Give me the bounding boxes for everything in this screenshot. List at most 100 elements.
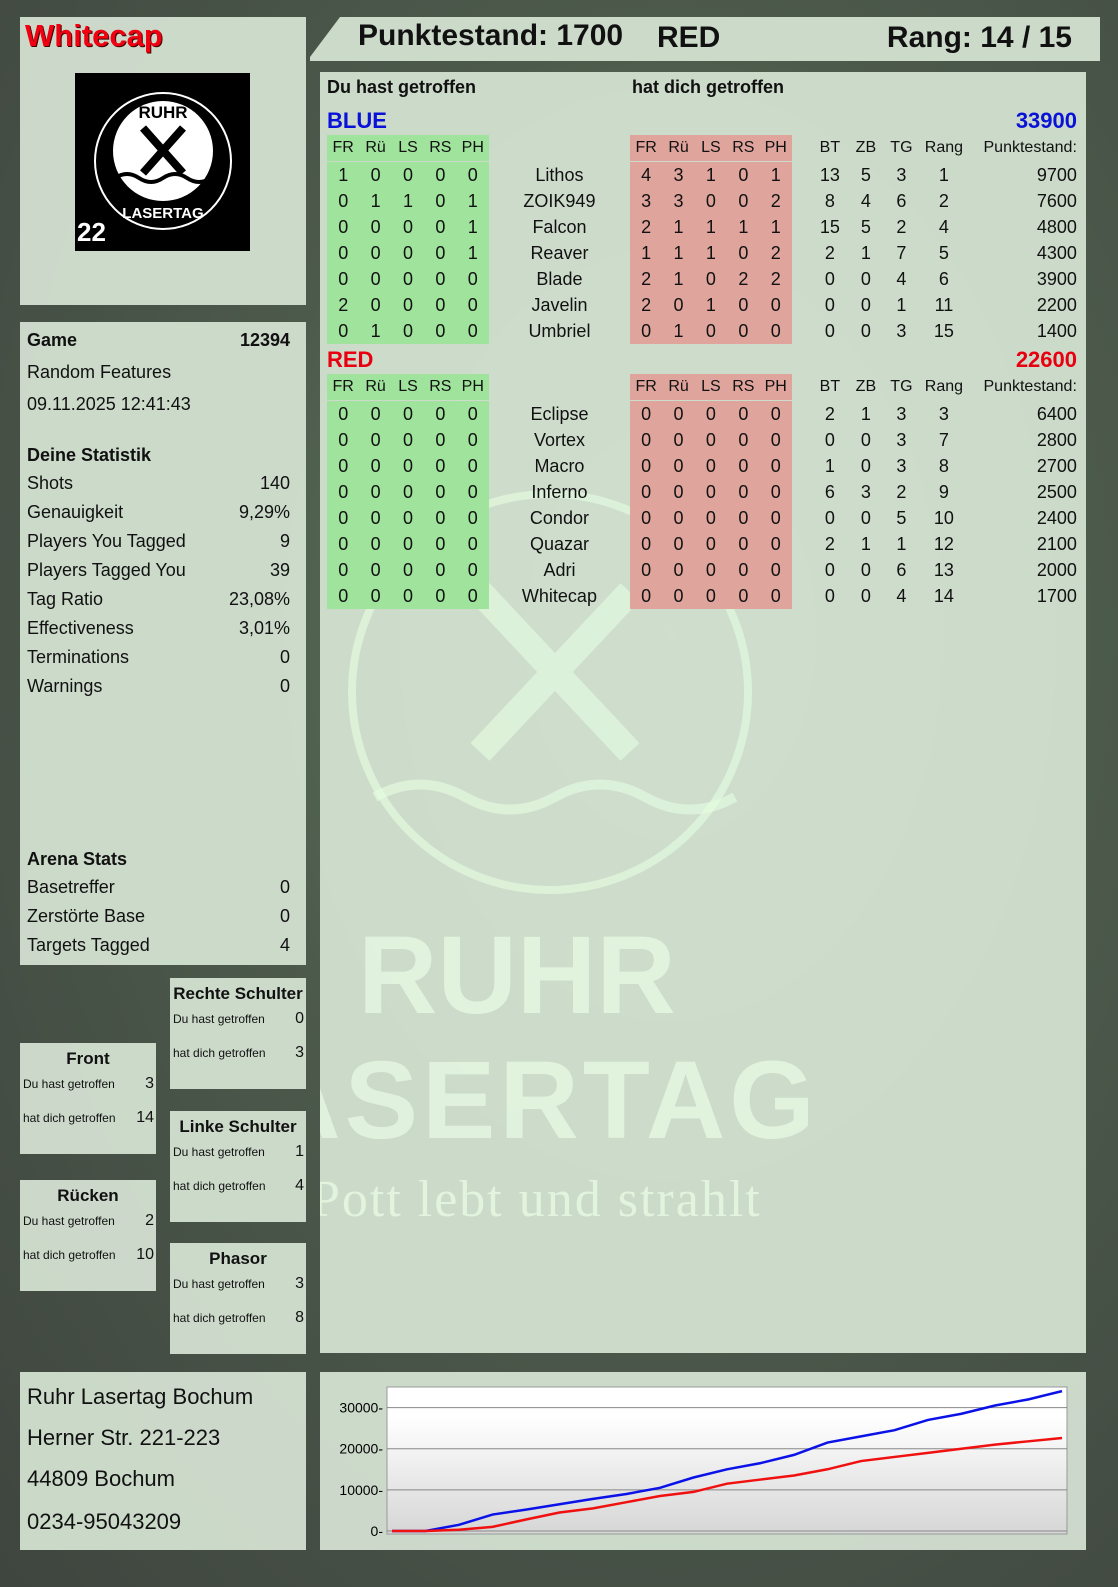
you-hit-value: 2 — [145, 1212, 154, 1229]
player-name: ZOIK949 — [523, 191, 596, 211]
y-tick-label: 20000- — [339, 1441, 383, 1457]
you-hit-cell: 0 — [359, 557, 392, 583]
column-header: FR — [327, 135, 360, 161]
tg-cell: 6 — [896, 191, 907, 211]
column-header: LS — [391, 135, 425, 161]
player-row: 0 1 1 0 1 ZOIK949 3 3 0 0 2 8 4 6 2 7600 — [327, 188, 1077, 214]
spacer — [792, 427, 812, 453]
body-part-phasor: Phasor Du hast getroffen 3 hat dich getroff… — [170, 1243, 306, 1354]
hit-you-cell: 3 — [629, 188, 663, 214]
player-team: RED — [657, 21, 721, 54]
watermark-slogan: Der Pott lebt und strahlt — [320, 1171, 762, 1228]
you-hit-cell: 0 — [424, 505, 457, 531]
column-header: Punktestand: — [983, 139, 1077, 156]
bt-cell: 0 — [824, 430, 835, 450]
hit-you-cell: 0 — [662, 531, 695, 557]
you-hit-cell: 0 — [359, 266, 392, 292]
player-name: Falcon — [532, 217, 587, 237]
hit-you-cell: 1 — [727, 214, 760, 240]
you-hit-cell: 1 — [391, 188, 425, 214]
game-label: Game — [27, 330, 78, 350]
you-hit-value: 0 — [295, 1010, 304, 1027]
address-city: 44809 Bochum — [27, 1466, 175, 1491]
points-cell: 2800 — [1036, 430, 1077, 450]
zb-cell: 4 — [860, 191, 871, 211]
spacer — [792, 374, 812, 400]
hit-you-value: 8 — [295, 1309, 304, 1326]
rang-cell: 6 — [938, 269, 949, 289]
hit-you-cell: 2 — [629, 266, 663, 292]
hit-you-label: hat dich getroffen — [23, 1111, 116, 1125]
you-hit-cell: 0 — [456, 427, 489, 453]
body-part-linke-schulter: Linke Schulter Du hast getroffen 1 hat dich… — [170, 1111, 306, 1222]
hit-you-cell: 0 — [662, 583, 695, 609]
you-hit-cell: 1 — [456, 188, 489, 214]
arena-label: Zerstörte Base — [27, 906, 146, 926]
you-hit-cell: 0 — [327, 583, 360, 609]
score-chart: 0- 10000- 20000- 30000- — [339, 1386, 1068, 1539]
hit-you-cell: 0 — [629, 453, 663, 479]
spacer — [792, 266, 812, 292]
stat-row: Players Tagged You 39 — [27, 560, 290, 581]
you-hit-cell: 0 — [424, 583, 457, 609]
you-hit-cell: 0 — [327, 214, 360, 240]
hit-you-cell: 2 — [629, 292, 663, 318]
spacer — [792, 318, 812, 344]
tg-cell: 5 — [896, 508, 907, 528]
column-header: BT — [819, 378, 841, 395]
you-hit-cell: 0 — [391, 240, 425, 266]
hit-you-cell: 0 — [694, 266, 728, 292]
bt-cell: 2 — [824, 243, 835, 263]
you-hit-cell: 0 — [359, 427, 392, 453]
you-hit-cell: 0 — [424, 401, 457, 427]
body-part-title: Rücken — [57, 1186, 119, 1205]
you-hit-cell: 0 — [327, 188, 360, 214]
hit-you-cell: 0 — [694, 557, 728, 583]
you-hit-cell: 0 — [456, 318, 489, 344]
tg-cell: 3 — [896, 430, 907, 450]
hit-you-cell: 0 — [694, 531, 728, 557]
hit-you-cell: 0 — [727, 479, 760, 505]
zb-cell: 0 — [860, 269, 871, 289]
team-score: 33900 — [1015, 108, 1077, 133]
player-name: Macro — [534, 456, 585, 476]
column-header: ZB — [855, 139, 877, 156]
bt-cell: 15 — [819, 217, 840, 237]
stat-row: Warnings 0 — [27, 676, 290, 697]
you-hit-cell: 0 — [391, 318, 425, 344]
player-name: Whitecap — [25, 18, 163, 53]
hit-you-cell: 0 — [727, 427, 760, 453]
player-score: Punktestand: 1700 — [358, 19, 624, 52]
player-row: 0 0 0 0 1 Reaver 1 1 1 0 2 2 1 7 5 4300 — [327, 240, 1077, 266]
you-hit-cell: 0 — [424, 531, 457, 557]
hit-you-cell: 0 — [759, 427, 792, 453]
you-hit-label: Du hast getroffen — [173, 1277, 265, 1291]
player-name: Vortex — [533, 430, 585, 450]
spacer — [792, 401, 812, 427]
column-header: Rang — [924, 139, 964, 156]
you-hit-cell: 0 — [327, 505, 360, 531]
stat-label: Effectiveness — [27, 618, 134, 638]
you-hit-cell: 0 — [424, 162, 457, 188]
y-tick-label: 0- — [371, 1523, 384, 1539]
column-header: Rü — [662, 135, 695, 161]
player-name: Adri — [543, 560, 576, 580]
you-hit-cell: 0 — [424, 557, 457, 583]
body-part-ruecken: Rücken Du hast getroffen 2 hat dich getroff… — [20, 1180, 156, 1291]
stat-value: 3,01% — [238, 618, 290, 638]
points-cell: 2100 — [1036, 534, 1077, 554]
hit-you-cell: 0 — [629, 583, 663, 609]
hit-you-cell: 2 — [629, 214, 663, 240]
player-row: 0 1 0 0 0 Umbriel 0 1 0 0 0 0 0 3 15 1400 — [327, 318, 1077, 344]
tg-cell: 3 — [896, 456, 907, 476]
zb-cell: 1 — [860, 404, 871, 424]
tg-cell: 1 — [896, 295, 907, 315]
you-hit-cell: 0 — [327, 266, 360, 292]
hit-you-cell: 0 — [694, 453, 728, 479]
points-cell: 1400 — [1036, 321, 1077, 341]
column-header: LS — [694, 135, 728, 161]
hit-you-cell: 0 — [694, 479, 728, 505]
hit-you-cell: 1 — [662, 214, 695, 240]
team-name: RED — [327, 347, 374, 372]
hit-you-cell: 0 — [727, 505, 760, 531]
